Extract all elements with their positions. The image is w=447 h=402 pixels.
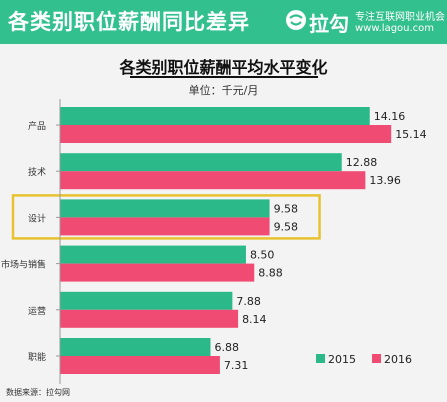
bar xyxy=(60,309,239,328)
bar xyxy=(60,107,370,125)
unit-label: 单位：千元/月 xyxy=(188,84,259,97)
bar xyxy=(60,171,366,190)
brand-slogan: 专注互联网职业机会 xyxy=(355,12,445,23)
bar xyxy=(60,263,255,282)
bar xyxy=(60,217,270,236)
header-banner: 各类别职位薪酬同比差异 拉勾 专注互联网职业机会 www.lagou.com xyxy=(0,0,447,44)
chart-title: 各类别职位薪酬平均水平变化 xyxy=(119,58,328,77)
value-label: 12.88 xyxy=(346,156,378,169)
lagou-logo-icon xyxy=(286,10,306,30)
value-label: 6.88 xyxy=(215,341,240,354)
bar xyxy=(60,199,270,218)
category-label: 设计 xyxy=(28,212,46,224)
legend-swatch xyxy=(372,354,381,363)
value-label: 13.96 xyxy=(369,174,401,187)
value-label: 8.50 xyxy=(250,249,275,262)
bar xyxy=(60,245,246,264)
bar xyxy=(60,153,342,172)
bar xyxy=(60,125,392,143)
value-label: 8.88 xyxy=(258,267,283,280)
value-label: 9.58 xyxy=(274,202,299,215)
category-label: 技术 xyxy=(28,166,46,178)
category-label: 运营 xyxy=(28,305,46,317)
category-label: 市场与销售 xyxy=(1,259,46,271)
bar xyxy=(60,356,220,374)
brand-url: www.lagou.com xyxy=(355,23,435,34)
value-label: 15.14 xyxy=(395,128,427,141)
legend-swatch xyxy=(316,354,325,363)
legend-label: 2015 xyxy=(328,353,356,366)
value-label: 7.88 xyxy=(236,295,261,308)
category-label: 职能 xyxy=(28,351,46,363)
brand-name: 拉勾 xyxy=(309,12,349,36)
chart-title-underline xyxy=(130,76,318,78)
data-source: 数据来源：拉勾网 xyxy=(6,388,70,397)
value-label: 7.31 xyxy=(224,359,249,372)
banner-title: 各类别职位薪酬同比差异 xyxy=(8,10,250,34)
value-label: 8.14 xyxy=(242,313,267,326)
highlight-box xyxy=(11,194,321,240)
legend-label: 2016 xyxy=(384,353,412,366)
bar xyxy=(60,338,211,356)
value-label: 14.16 xyxy=(374,110,406,123)
category-label: 产品 xyxy=(28,120,46,132)
bar xyxy=(60,291,233,310)
value-label: 9.58 xyxy=(274,220,299,233)
